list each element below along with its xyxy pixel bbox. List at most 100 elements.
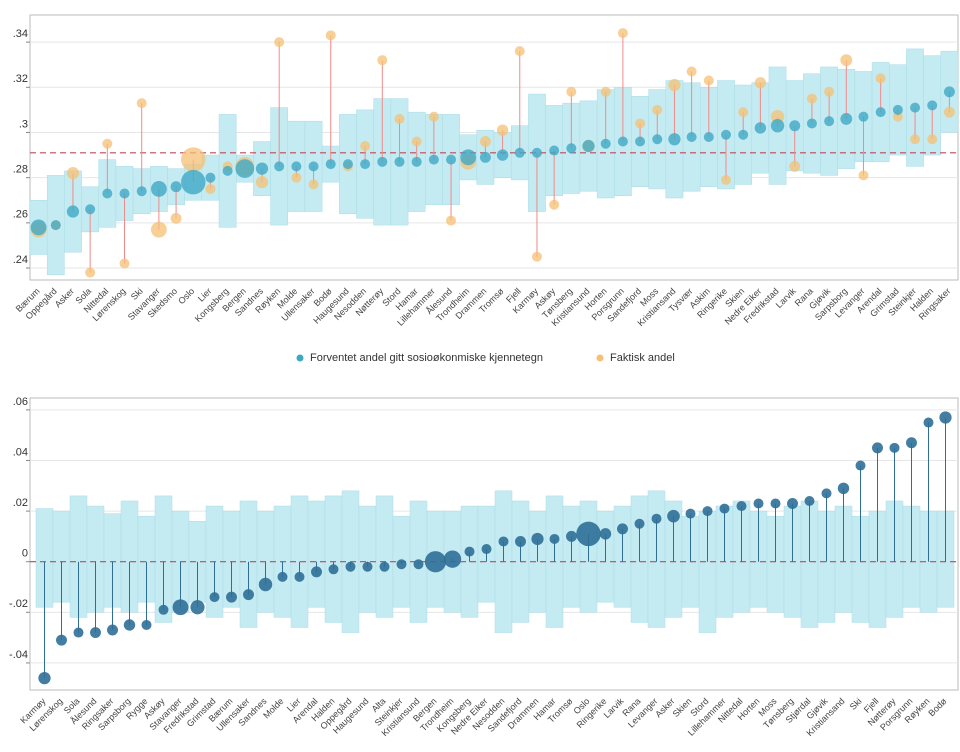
expected-point xyxy=(428,154,439,165)
actual-point xyxy=(446,215,457,226)
plot-area xyxy=(29,14,959,281)
actual-point xyxy=(66,167,80,180)
expected-point xyxy=(411,156,422,167)
expected-point xyxy=(549,145,560,156)
expected-point xyxy=(910,102,921,113)
point xyxy=(515,535,526,547)
expected-point xyxy=(479,151,491,163)
expected-point xyxy=(205,172,216,183)
actual-point xyxy=(394,113,405,124)
band xyxy=(358,505,377,613)
expected-point xyxy=(892,104,903,115)
point xyxy=(531,532,544,546)
point xyxy=(123,619,136,631)
point xyxy=(107,624,118,636)
point xyxy=(634,518,645,529)
expected-point xyxy=(136,186,147,197)
point xyxy=(413,559,424,570)
x-tick-label: Ski xyxy=(848,696,864,712)
actual-point xyxy=(910,134,921,145)
point xyxy=(872,442,883,454)
expected-point xyxy=(119,188,130,199)
y-tick-label: .32 xyxy=(13,73,28,85)
expected-point xyxy=(50,220,61,231)
expected-point xyxy=(446,154,457,165)
point xyxy=(685,508,696,519)
point xyxy=(243,589,254,601)
point xyxy=(855,460,866,471)
point xyxy=(172,599,189,616)
expected-point xyxy=(703,131,714,142)
expected-point xyxy=(360,159,371,170)
actual-point xyxy=(686,66,697,77)
expected-point xyxy=(394,156,405,167)
legend-label: Forventet andel gitt sosioøkonmiske kjen… xyxy=(310,352,543,364)
actual-point xyxy=(360,141,371,152)
expected-point xyxy=(668,133,681,146)
point xyxy=(294,571,305,582)
expected-point xyxy=(858,111,869,122)
expected-point xyxy=(943,86,955,98)
point xyxy=(617,523,628,535)
expected-point xyxy=(806,118,817,129)
x-tick-label: Bodø xyxy=(926,696,949,719)
actual-point xyxy=(136,98,147,109)
point xyxy=(702,506,713,517)
expected-point xyxy=(222,165,233,176)
actual-point xyxy=(428,111,439,122)
point xyxy=(481,544,492,555)
expected-point xyxy=(652,134,663,145)
expected-point xyxy=(102,188,113,199)
actual-point xyxy=(170,212,182,224)
point xyxy=(328,564,339,575)
y-tick-label: .26 xyxy=(13,209,28,221)
point xyxy=(90,627,101,639)
expected-point xyxy=(927,100,938,111)
point xyxy=(667,509,680,523)
actual-point xyxy=(600,86,611,97)
expected-point xyxy=(150,181,167,197)
point xyxy=(443,550,462,568)
actual-point xyxy=(738,107,749,118)
expected-point xyxy=(514,147,525,158)
point xyxy=(753,498,764,509)
actual-point xyxy=(377,55,388,66)
expected-point xyxy=(85,204,96,215)
legend-label: Faktisk andel xyxy=(610,352,675,364)
y-tick-label: .34 xyxy=(13,28,28,40)
point xyxy=(939,411,952,424)
y-tick-label: -.04 xyxy=(9,649,28,661)
actual-point xyxy=(85,267,96,278)
actual-point xyxy=(255,176,269,189)
point xyxy=(277,571,288,582)
point xyxy=(719,503,730,514)
expected-point xyxy=(600,138,611,149)
expected-point xyxy=(274,161,285,172)
point xyxy=(770,498,781,509)
expected-point xyxy=(824,116,835,127)
point xyxy=(258,577,273,592)
actual-point xyxy=(927,134,938,145)
expected-point xyxy=(235,159,255,178)
point xyxy=(73,627,84,638)
y-tick-label: .04 xyxy=(13,446,28,458)
actual-point xyxy=(514,46,525,57)
actual-point xyxy=(205,183,216,194)
y-tick-label: .02 xyxy=(13,497,28,509)
expected-point xyxy=(181,169,206,195)
point xyxy=(158,604,169,615)
actual-point xyxy=(181,147,206,172)
point xyxy=(396,559,407,570)
actual-point xyxy=(291,172,302,183)
expected-point xyxy=(170,181,182,193)
actual-point xyxy=(566,86,577,97)
actual-point xyxy=(496,124,509,136)
actual-point xyxy=(549,199,560,210)
y-tick-label: .06 xyxy=(13,396,28,408)
x-tick-label: Oslo xyxy=(176,286,196,306)
actual-point xyxy=(150,221,167,238)
expected-point xyxy=(255,162,269,175)
point xyxy=(923,417,934,428)
point xyxy=(837,482,850,495)
